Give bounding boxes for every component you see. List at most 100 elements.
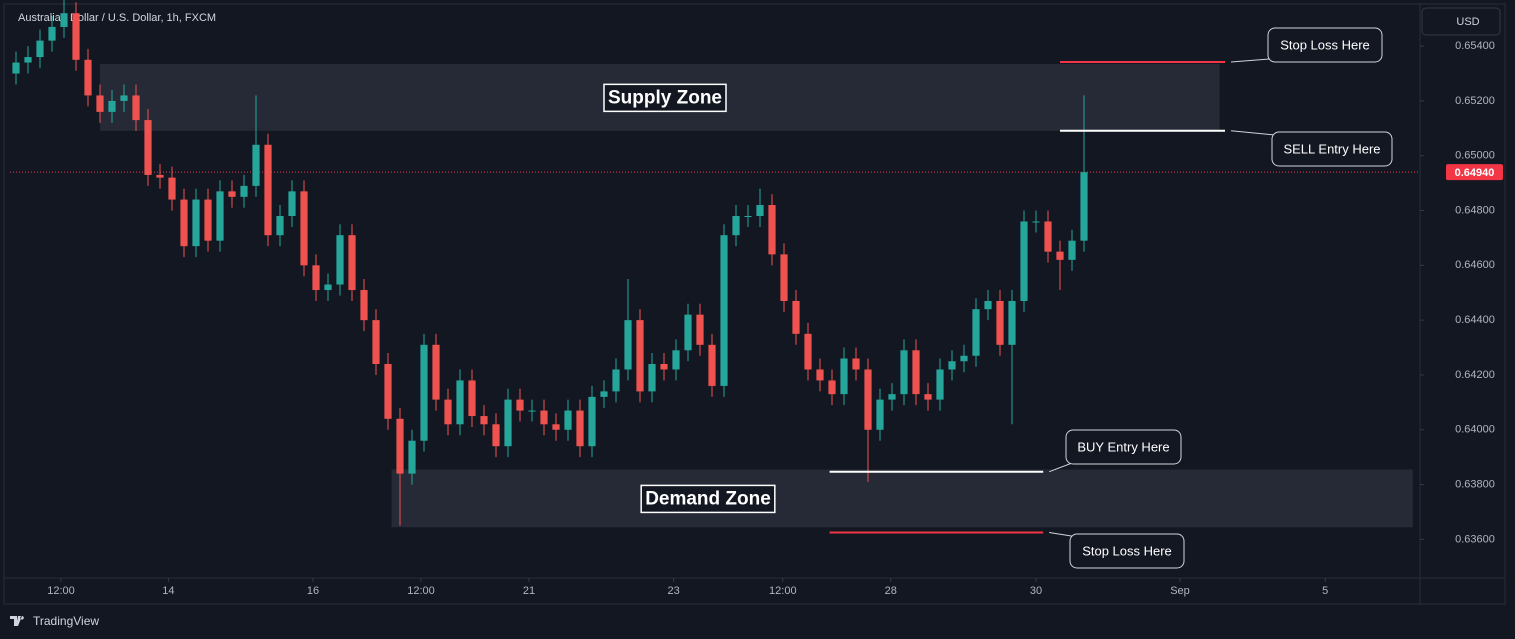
y-tick-label: 0.65000: [1455, 150, 1495, 162]
callout-label: BUY Entry Here: [1077, 439, 1169, 454]
brand-logo: [10, 616, 24, 626]
candle-body: [540, 410, 548, 425]
last-price-label: 0.64940: [1455, 167, 1495, 179]
candle-body: [372, 320, 380, 364]
candle-body: [1020, 221, 1028, 301]
candle-body: [708, 344, 716, 386]
candle-body: [804, 333, 812, 370]
candle-body: [204, 199, 212, 241]
candle-body: [96, 95, 104, 112]
candle-body: [384, 363, 392, 419]
candle-body: [948, 361, 956, 370]
x-tick-label: 12:00: [47, 585, 75, 597]
candle-body: [576, 410, 584, 447]
callout-box: [1065, 429, 1182, 465]
candle-body: [276, 216, 284, 236]
candle-body: [168, 177, 176, 200]
candle-body: [84, 59, 92, 96]
candle-body: [648, 363, 656, 392]
last-price-tag: [1446, 164, 1503, 181]
candle-body: [156, 174, 164, 178]
candle-body: [60, 13, 68, 27]
candle-body: [552, 424, 560, 430]
candle-body: [528, 410, 536, 412]
candle-body: [252, 144, 260, 186]
candle-body: [396, 418, 404, 474]
x-tick-label: 30: [1030, 585, 1042, 597]
callout-box: [1267, 27, 1383, 63]
x-tick-label: 21: [523, 585, 535, 597]
x-tick-label: 12:00: [407, 585, 435, 597]
candle-body: [48, 26, 56, 41]
candle-body: [924, 394, 932, 400]
candle-body: [144, 120, 152, 175]
candle-body: [876, 399, 884, 430]
x-tick-label: 5: [1322, 585, 1328, 597]
candle-body: [108, 100, 116, 112]
candle-body: [12, 62, 20, 74]
candle-body: [468, 380, 476, 417]
candle-body: [1068, 240, 1076, 260]
candle-body: [732, 216, 740, 236]
y-tick-label: 0.64200: [1455, 369, 1495, 381]
candle-body: [36, 40, 44, 58]
logo-icon: [10, 616, 24, 626]
candle-body: [900, 350, 908, 395]
y-tick-label: 0.63800: [1455, 478, 1495, 490]
zone-label: Demand Zone: [645, 488, 771, 509]
y-tick-label: 0.64800: [1455, 204, 1495, 216]
x-tick-label: 23: [667, 585, 679, 597]
candle-body: [24, 57, 32, 63]
zone-label-box: [603, 83, 727, 113]
y-tick-label: 0.64400: [1455, 314, 1495, 326]
zone-label: Supply Zone: [608, 87, 722, 108]
y-tick-label: 0.64600: [1455, 259, 1495, 271]
candle-body: [744, 216, 752, 218]
candle-body: [132, 95, 140, 121]
x-tick-label: Sep: [1170, 585, 1190, 597]
candle-body: [684, 314, 692, 351]
callout-label: Stop Loss Here: [1280, 37, 1370, 52]
candle-body: [996, 300, 1004, 345]
candle-body: [660, 363, 668, 370]
candle-body: [408, 440, 416, 474]
candle-body: [912, 350, 920, 395]
candle-body: [888, 394, 896, 400]
candle-body: [456, 380, 464, 425]
y-tick-label: 0.63600: [1455, 533, 1495, 545]
candle-body: [792, 300, 800, 334]
candle-body: [120, 95, 128, 101]
candle-body: [1080, 172, 1088, 241]
currency-button[interactable]: [1421, 7, 1501, 36]
candle-body: [1032, 221, 1040, 223]
candle-body: [588, 396, 596, 447]
chart-title: Australian Dollar / U.S. Dollar, 1h, FXC…: [18, 12, 216, 24]
brand-name: TradingView: [33, 614, 99, 628]
callout-box: [1069, 533, 1185, 569]
candle-body: [720, 235, 728, 386]
candle-body: [816, 369, 824, 381]
candle-body: [492, 424, 500, 447]
candle-body: [852, 358, 860, 370]
candle-body: [504, 399, 512, 447]
candle-body: [612, 369, 620, 392]
callout-box: [1271, 131, 1393, 167]
candle-body: [600, 391, 608, 397]
candle-body: [348, 235, 356, 290]
candle-body: [516, 399, 524, 411]
candle-body: [756, 205, 764, 217]
candle-body: [264, 144, 272, 236]
zone: [391, 469, 1413, 528]
currency-label[interactable]: USD: [1456, 16, 1479, 28]
zone-label-box: [640, 484, 776, 514]
candle-body: [336, 235, 344, 285]
candle-body: [564, 410, 572, 430]
candle-body: [1044, 221, 1052, 252]
candle-body: [72, 13, 80, 60]
candle-body: [972, 309, 980, 356]
y-tick-label: 0.65200: [1455, 95, 1495, 107]
candle-body: [180, 199, 188, 247]
candle-body: [984, 300, 992, 310]
candle-body: [216, 191, 224, 241]
